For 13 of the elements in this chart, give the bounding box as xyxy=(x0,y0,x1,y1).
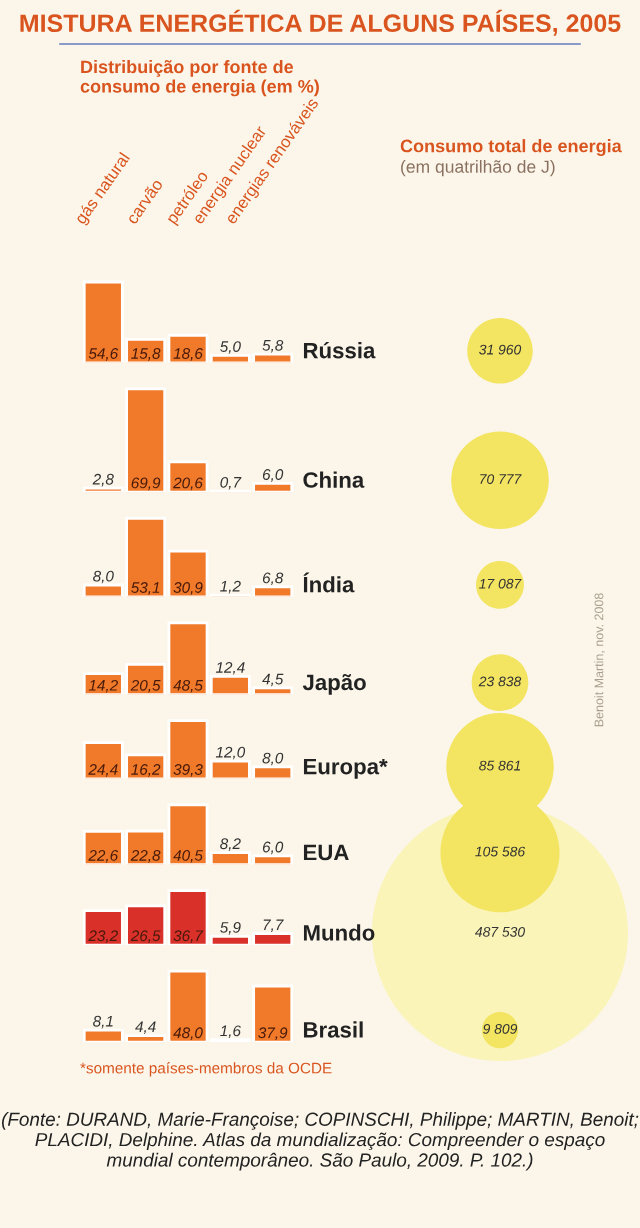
text: (Fonte: DURAND, Marie-Françoise; COPINSCHI, Philippe; MARTIN, Benoit; PLACIDI, Delphine. Atlas da mundialização: Compreender o espaço mundial contemporâneo. São Paulo, 2009. P. 102.) xyxy=(1,1112,639,1171)
chart-subtitle: Distribuição por fonte de consumo de energia (em %) xyxy=(80,60,319,97)
text: Índia xyxy=(303,572,355,593)
text: EUA xyxy=(303,844,349,861)
text: Brasil xyxy=(303,1021,363,1038)
text: Consumo total de energia xyxy=(400,139,622,156)
text: Mundo xyxy=(303,924,375,941)
text: MISTURA ENERGÉTICA DE ALGUNS PAÍSES, 2005 xyxy=(20,9,621,36)
text: China xyxy=(303,471,365,488)
text: Japão xyxy=(302,674,366,695)
text: Europa* xyxy=(303,758,388,779)
text: (em quatrilhão de J) xyxy=(401,160,555,177)
text: Rússia xyxy=(303,341,376,359)
